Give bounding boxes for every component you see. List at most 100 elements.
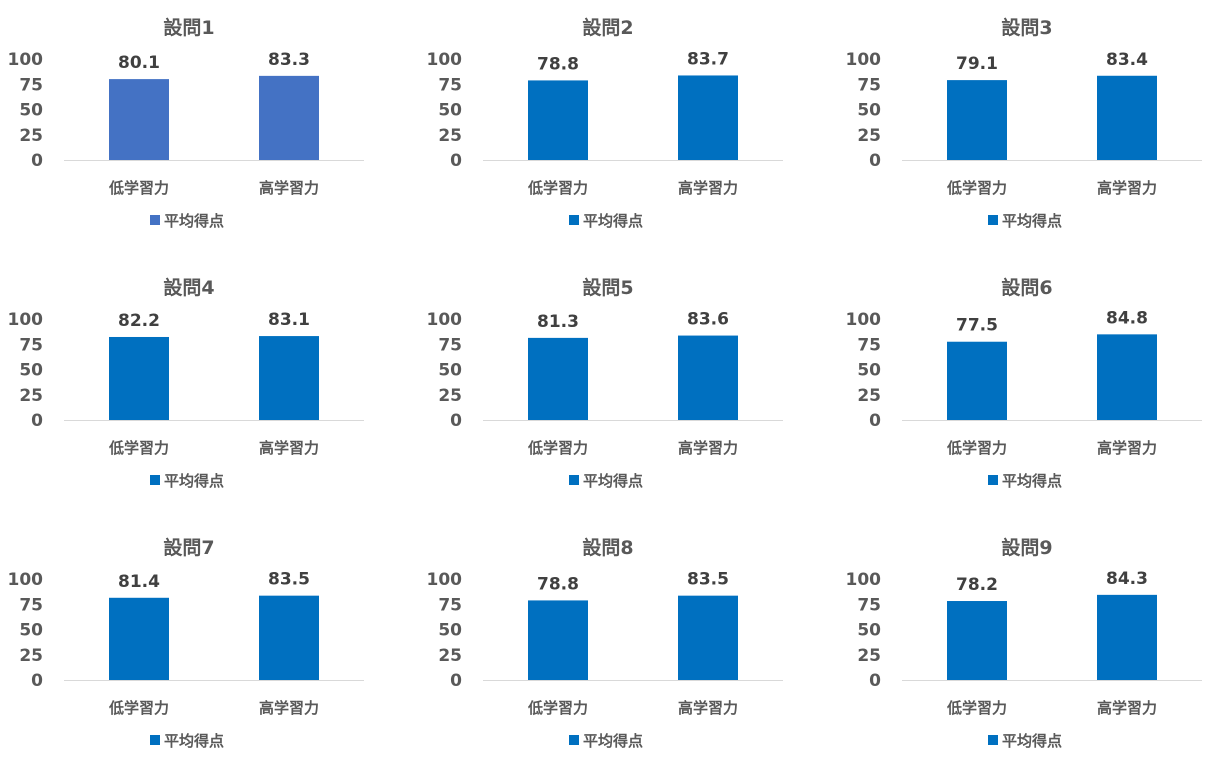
data-label: 79.1 [956, 54, 998, 74]
bar [947, 341, 1007, 420]
y-tick-label: 25 [19, 386, 43, 406]
chart-title: 設問7 [163, 536, 214, 559]
y-tick-label: 75 [438, 595, 462, 615]
category-label: 高学習力 [1097, 439, 1157, 457]
data-label: 83.1 [268, 310, 310, 330]
y-tick-label: 0 [450, 671, 462, 691]
data-label: 83.5 [268, 570, 310, 590]
y-tick-label: 100 [846, 50, 882, 70]
y-tick-label: 75 [857, 335, 881, 355]
category-label: 低学習力 [108, 439, 169, 457]
category-label: 低学習力 [946, 699, 1007, 717]
y-tick-label: 25 [438, 126, 462, 146]
bar [109, 597, 169, 680]
data-label: 83.4 [1106, 50, 1148, 70]
y-tick-label: 75 [857, 595, 881, 615]
bar [528, 337, 588, 420]
bar [1097, 334, 1157, 420]
y-tick-label: 100 [8, 570, 44, 590]
category-label: 高学習力 [1097, 179, 1157, 197]
y-tick-label: 50 [857, 361, 881, 381]
legend-label: 平均得点 [583, 732, 643, 750]
bar [259, 595, 319, 680]
legend-swatch [988, 735, 998, 745]
y-tick-label: 100 [8, 50, 44, 70]
y-tick-label: 75 [19, 595, 43, 615]
y-tick-label: 0 [31, 151, 43, 171]
chart-panel-6: 設問6 0 25 50 75 100 77.5 低学習力 84.8 高学習力 平均得点 [838, 260, 1213, 500]
chart-panel-2: 設問2 0 25 50 75 100 78.8 低学習力 83.7 高学習力 平均得点 [419, 0, 819, 240]
chart-title: 設問2 [582, 16, 633, 39]
data-label: 84.3 [1106, 569, 1148, 589]
bar [528, 600, 588, 680]
legend: 平均得点 [569, 212, 643, 230]
data-label: 82.2 [118, 311, 160, 331]
chart-title: 設問3 [1001, 16, 1052, 39]
legend-label: 平均得点 [1002, 212, 1062, 230]
y-tick-label: 75 [438, 335, 462, 355]
category-label: 高学習力 [259, 439, 319, 457]
y-tick-label: 50 [19, 361, 43, 381]
legend-swatch [569, 475, 579, 485]
data-label: 83.6 [687, 310, 729, 330]
data-label: 84.8 [1106, 308, 1148, 328]
y-tick-label: 100 [427, 310, 463, 330]
y-tick-label: 50 [857, 621, 881, 641]
y-tick-label: 0 [31, 671, 43, 691]
chart-panel-8: 設問8 0 25 50 75 100 78.8 低学習力 83.5 高学習力 平均得点 [419, 520, 819, 760]
legend-label: 平均得点 [583, 472, 643, 490]
bar [1097, 75, 1157, 160]
legend-swatch [150, 215, 160, 225]
legend: 平均得点 [988, 212, 1062, 230]
category-label: 低学習力 [527, 439, 588, 457]
category-label: 高学習力 [259, 699, 319, 717]
category-label: 高学習力 [678, 439, 738, 457]
chart-title: 設問6 [1001, 276, 1052, 299]
y-tick-label: 25 [19, 646, 43, 666]
legend-swatch [150, 475, 160, 485]
y-tick-label: 75 [438, 75, 462, 95]
y-tick-label: 25 [857, 646, 881, 666]
chart-title: 設問8 [582, 536, 633, 559]
legend-label: 平均得点 [164, 472, 224, 490]
category-label: 低学習力 [527, 699, 588, 717]
y-tick-label: 100 [846, 310, 882, 330]
bar [947, 601, 1007, 680]
bar [678, 595, 738, 680]
legend: 平均得点 [569, 732, 643, 750]
legend-swatch [150, 735, 160, 745]
bar [109, 79, 169, 160]
bar [259, 75, 319, 160]
legend: 平均得点 [150, 732, 224, 750]
data-label: 83.3 [268, 50, 310, 70]
legend: 平均得点 [988, 732, 1062, 750]
legend-swatch [988, 215, 998, 225]
legend-label: 平均得点 [1002, 472, 1062, 490]
y-tick-label: 50 [857, 101, 881, 121]
y-tick-label: 50 [438, 621, 462, 641]
y-tick-label: 100 [427, 570, 463, 590]
legend-swatch [569, 735, 579, 745]
bar [678, 75, 738, 160]
y-tick-label: 25 [438, 386, 462, 406]
bar [259, 336, 319, 420]
legend: 平均得点 [569, 472, 643, 490]
y-tick-label: 75 [857, 75, 881, 95]
legend-swatch [988, 475, 998, 485]
bar [947, 80, 1007, 160]
data-label: 78.8 [537, 54, 579, 74]
chart-title: 設問9 [1001, 536, 1052, 559]
y-tick-label: 0 [869, 411, 881, 431]
legend-label: 平均得点 [164, 212, 224, 230]
legend: 平均得点 [988, 472, 1062, 490]
y-tick-label: 0 [450, 151, 462, 171]
legend: 平均得点 [150, 472, 224, 490]
